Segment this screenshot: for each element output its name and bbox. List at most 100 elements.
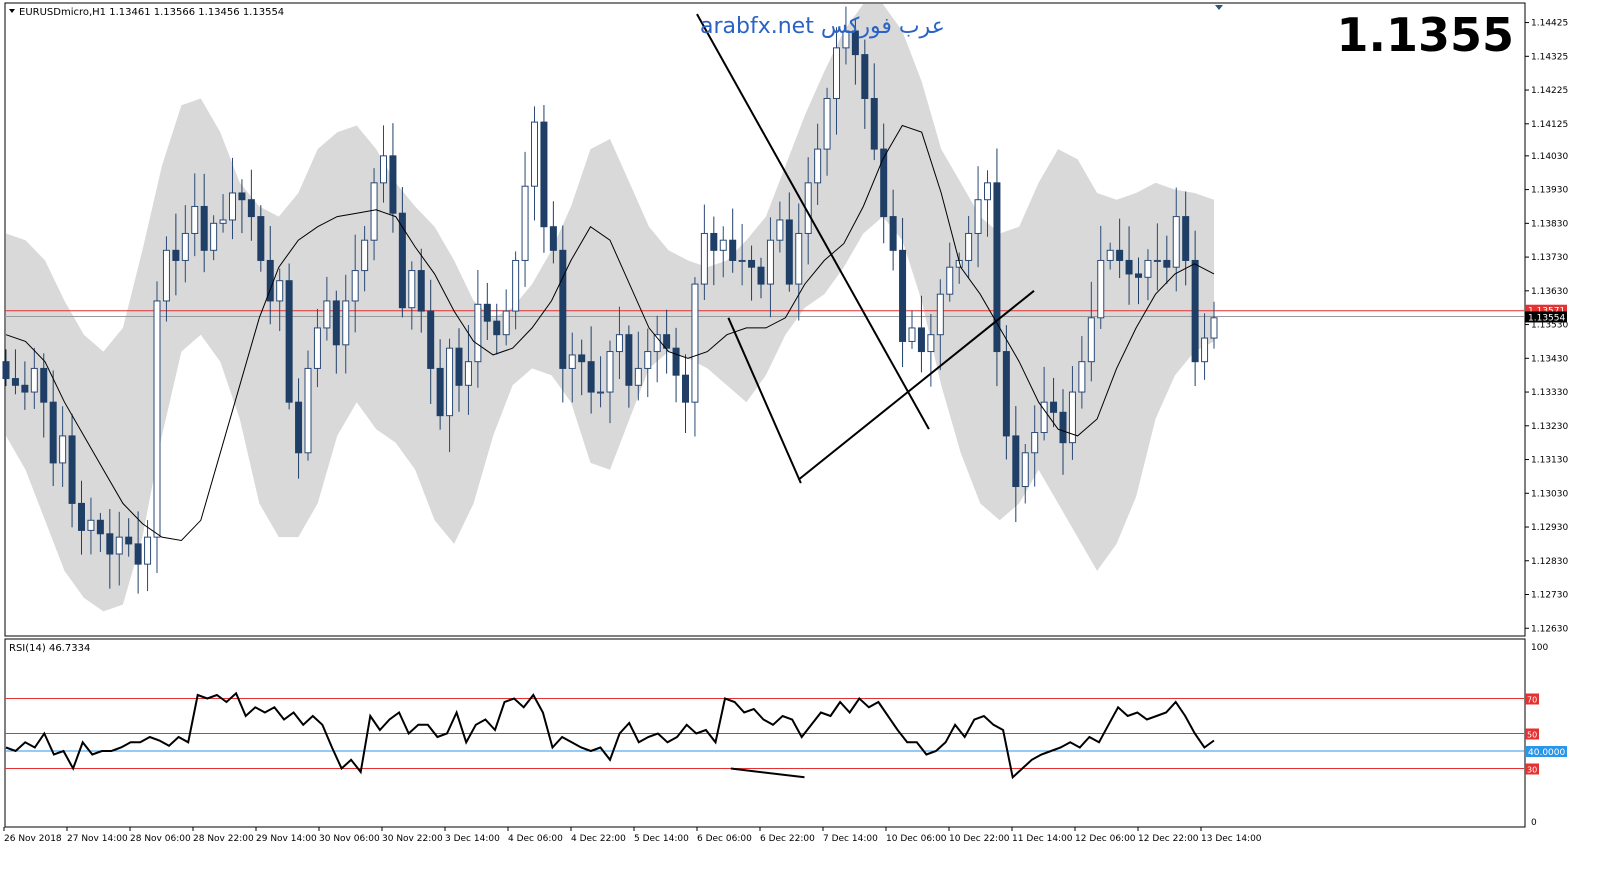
candle-body (1210, 317, 1218, 339)
price-axis: 1.14425 1.14325 1.14225 1.14125 1.14030 1.139… (1525, 19, 1568, 634)
candle-body (436, 367, 444, 417)
candle-body (1116, 249, 1124, 261)
x-tick-label: 12 Dec 06:00 (1075, 834, 1136, 844)
y-tick-label: 1.13330 (1531, 388, 1568, 398)
candle-body (597, 391, 605, 394)
y-tick-label: 1.14425 (1531, 19, 1568, 29)
candle-body (710, 232, 718, 251)
candle-body (512, 259, 520, 312)
rsi-indicator: 100 70 50 30 0 40.0000 (5, 643, 1567, 828)
x-tick-label: 13 Dec 14:00 (1201, 834, 1262, 844)
moving-average-line (5, 124, 1215, 542)
candle-body (748, 259, 756, 268)
y-tick-label: 1.13130 (1531, 456, 1568, 466)
y-tick-label: 1.14225 (1531, 86, 1568, 96)
x-tick-label: 4 Dec 22:00 (571, 834, 626, 844)
candle-body (1097, 259, 1105, 319)
rsi-level-tag (1525, 693, 1539, 705)
y-tick-label: 1.12730 (1531, 591, 1568, 601)
candle-body (238, 192, 246, 201)
y-tick-label: 1.13430 (1531, 354, 1568, 364)
horizontal-levels (5, 310, 1524, 317)
candle-body (40, 367, 48, 403)
candle-body (247, 199, 255, 218)
candle-body (757, 266, 765, 285)
rsi-tick-label: 50 (1527, 731, 1537, 740)
price-tag-label: 1.13554 (1528, 313, 1565, 323)
candle-body (653, 334, 661, 353)
candle-body (908, 327, 916, 342)
candle-body (1172, 216, 1180, 268)
candle-body (295, 401, 303, 454)
x-tick-label: 4 Dec 06:00 (508, 834, 563, 844)
y-tick-label: 1.13530 (1531, 321, 1568, 331)
candle-body (464, 361, 472, 386)
candle-body (1182, 216, 1190, 261)
rsi-divergence-line (730, 767, 805, 779)
candle-body (68, 435, 76, 504)
y-tick-label: 1.12830 (1531, 557, 1568, 567)
candle-body (323, 300, 331, 329)
candle-body (106, 533, 114, 555)
x-tick-label: 10 Dec 22:00 (949, 834, 1010, 844)
candle-body (833, 47, 840, 99)
trendlines[interactable] (696, 13, 1035, 484)
y-tick-label: 1.13830 (1531, 219, 1568, 229)
trendline (797, 290, 1035, 481)
candle-body (606, 351, 614, 393)
candle-body (785, 219, 793, 285)
y-tick-label: 1.12930 (1531, 523, 1568, 533)
candle-body (719, 239, 727, 251)
candle-body (1106, 249, 1114, 261)
candle-body (389, 155, 397, 214)
candle-body (974, 199, 982, 234)
dropdown-arrow-icon[interactable] (9, 9, 15, 13)
watermark-text: arabfx.net عرب فوركس (700, 14, 945, 39)
y-tick-label: 1.13230 (1531, 422, 1568, 432)
candle-body (162, 249, 170, 302)
candle-body (398, 212, 406, 309)
candle-body (257, 216, 265, 261)
y-tick-label: 1.12630 (1531, 624, 1568, 634)
symbol-header: EURUSDmicro,H1 1.13461 1.13566 1.13456 1… (19, 7, 284, 18)
candle-body (984, 182, 991, 201)
candle-body (729, 239, 737, 261)
candle-body (125, 536, 133, 545)
candle-body (521, 185, 529, 261)
candle-body (408, 270, 416, 309)
candle-body (200, 205, 208, 251)
candle-body (210, 222, 218, 251)
candle-body (134, 543, 142, 565)
candle-body (144, 536, 152, 565)
chart-shift-marker-icon[interactable] (1215, 5, 1223, 10)
candle-body (993, 182, 1001, 353)
candle-body (917, 327, 925, 353)
candle-body (927, 334, 935, 353)
rsi-tick-label: 100 (1531, 643, 1548, 653)
candle-body (446, 347, 454, 417)
candle-body (615, 334, 623, 353)
candle-body (1087, 317, 1095, 363)
candle-body (502, 310, 510, 336)
candle-body (540, 121, 548, 228)
candle-body (351, 270, 359, 302)
candle-body (417, 270, 425, 312)
y-tick-label: 1.14125 (1531, 120, 1568, 130)
candle-body (59, 435, 67, 464)
y-tick-label: 1.13030 (1531, 489, 1568, 499)
candle-body (455, 347, 463, 386)
candle-body (21, 384, 29, 393)
rsi-tick-label: 30 (1527, 766, 1537, 775)
rsi-header: RSI(14) 46.7334 (9, 643, 90, 654)
big-price-label: 1.1355 (1336, 8, 1514, 62)
trendline (696, 13, 930, 430)
candle-body (493, 320, 501, 336)
candle-body (1021, 452, 1029, 488)
x-tick-label: 6 Dec 22:00 (760, 834, 815, 844)
candle-body (11, 378, 19, 386)
candle-body (380, 155, 387, 184)
candle-body (1012, 435, 1020, 488)
candle-body (181, 232, 189, 261)
